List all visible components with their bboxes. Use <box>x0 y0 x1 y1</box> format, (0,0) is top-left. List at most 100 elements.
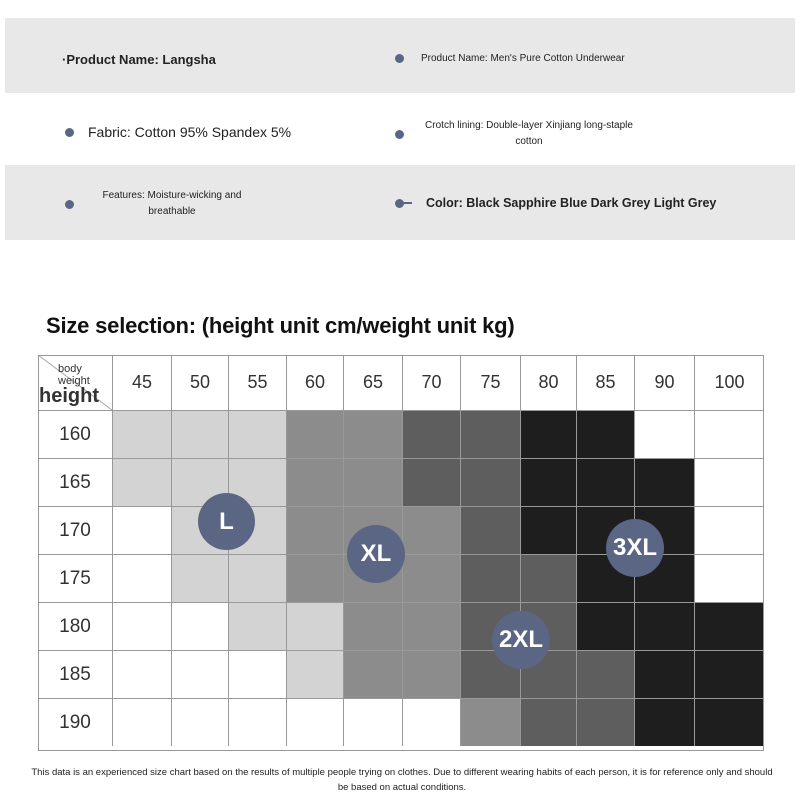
size-chart-title: Size selection: (height unit cm/weight u… <box>46 313 515 338</box>
weight-header-45: 45 <box>112 355 171 410</box>
size-cell-185-90 <box>634 650 694 698</box>
x-axis-label: body weight <box>58 363 90 387</box>
height-header-165: 165 <box>38 458 112 506</box>
height-header-160: 160 <box>38 410 112 458</box>
size-cell-185-85 <box>576 650 634 698</box>
chart-corner: body weight height <box>38 355 112 410</box>
size-cell-190-100 <box>694 698 764 746</box>
spec-color-text: Color: Black Sapphire Blue Dark Grey Lig… <box>426 196 717 210</box>
spec-crotch-lining-text: Crotch lining: Double-layer Xinjiang lon… <box>425 120 633 147</box>
size-cell-190-85 <box>576 698 634 746</box>
weight-header-70: 70 <box>402 355 460 410</box>
size-cell-170-45 <box>112 506 171 554</box>
size-cell-160-75 <box>460 410 520 458</box>
y-axis-label: height <box>39 385 99 407</box>
size-cell-160-65 <box>343 410 402 458</box>
spec-product-name-full: Product Name: Men's Pure Cotton Underwea… <box>395 53 625 64</box>
weight-header-50: 50 <box>171 355 228 410</box>
size-cell-180-65 <box>343 602 402 650</box>
bullet-icon <box>65 127 74 137</box>
size-cell-170-70 <box>402 506 460 554</box>
size-cell-190-90 <box>634 698 694 746</box>
height-header-170: 170 <box>38 506 112 554</box>
weight-header-75: 75 <box>460 355 520 410</box>
diagonal-line-icon <box>38 355 112 410</box>
size-cell-170-100 <box>694 506 764 554</box>
size-cell-170-60 <box>286 506 343 554</box>
size-cell-190-60 <box>286 698 343 746</box>
size-cell-165-60 <box>286 458 343 506</box>
height-header-190: 190 <box>38 698 112 746</box>
size-cell-160-50 <box>171 410 228 458</box>
bullet-icon <box>65 199 74 209</box>
bullet-icon <box>395 54 404 63</box>
size-cell-185-65 <box>343 650 402 698</box>
size-badge-xl: XL <box>347 525 405 583</box>
spec-features-text: Features: Moisture-wicking and breathabl… <box>102 190 242 217</box>
spec-product-name-full-text: Product Name: Men's Pure Cotton Underwea… <box>421 53 625 64</box>
size-cell-165-100 <box>694 458 764 506</box>
size-cell-165-90 <box>634 458 694 506</box>
size-cell-190-50 <box>171 698 228 746</box>
spec-fabric-text: Fabric: Cotton 95% Spandex 5% <box>88 124 292 140</box>
size-cell-175-45 <box>112 554 171 602</box>
size-badge-l: L <box>198 493 255 550</box>
size-cell-190-75 <box>460 698 520 746</box>
weight-header-90: 90 <box>634 355 694 410</box>
size-cell-185-100 <box>694 650 764 698</box>
size-cell-175-75 <box>460 554 520 602</box>
size-cell-175-70 <box>402 554 460 602</box>
weight-header-55: 55 <box>228 355 286 410</box>
bullet-icon <box>395 198 404 208</box>
size-cell-180-45 <box>112 602 171 650</box>
size-cell-190-65 <box>343 698 402 746</box>
size-cell-175-100 <box>694 554 764 602</box>
size-cell-190-55 <box>228 698 286 746</box>
size-cell-180-70 <box>402 602 460 650</box>
size-cell-190-80 <box>520 698 576 746</box>
size-cell-165-65 <box>343 458 402 506</box>
height-header-180: 180 <box>38 602 112 650</box>
spec-crotch-lining: Crotch lining: Double-layer Xinjiang lon… <box>395 118 634 150</box>
weight-header-60: 60 <box>286 355 343 410</box>
size-cell-160-70 <box>402 410 460 458</box>
footnote: This data is an experienced size chart b… <box>31 767 773 793</box>
size-cell-160-55 <box>228 410 286 458</box>
weight-header-80: 80 <box>520 355 576 410</box>
size-cell-175-55 <box>228 554 286 602</box>
size-cell-180-90 <box>634 602 694 650</box>
size-cell-175-50 <box>171 554 228 602</box>
size-cell-180-85 <box>576 602 634 650</box>
spec-color: Color: Black Sapphire Blue Dark Grey Lig… <box>395 196 716 210</box>
size-cell-185-55 <box>228 650 286 698</box>
size-cell-165-70 <box>402 458 460 506</box>
spec-fabric: Fabric: Cotton 95% Spandex 5% <box>65 124 291 140</box>
spec-product-name: ·Product Name: Langsha <box>62 52 216 67</box>
height-header-185: 185 <box>38 650 112 698</box>
spec-product-name-text: ·Product Name: Langsha <box>62 52 216 67</box>
height-header-175: 175 <box>38 554 112 602</box>
size-cell-190-70 <box>402 698 460 746</box>
size-cell-165-85 <box>576 458 634 506</box>
size-cell-185-60 <box>286 650 343 698</box>
weight-header-65: 65 <box>343 355 402 410</box>
weight-header-100: 100 <box>694 355 764 410</box>
size-cell-160-60 <box>286 410 343 458</box>
size-cell-185-50 <box>171 650 228 698</box>
size-cell-160-90 <box>634 410 694 458</box>
size-cell-165-80 <box>520 458 576 506</box>
size-badge-3xl: 3XL <box>606 519 664 577</box>
size-cell-180-100 <box>694 602 764 650</box>
size-cell-165-75 <box>460 458 520 506</box>
size-cell-160-85 <box>576 410 634 458</box>
size-cell-190-45 <box>112 698 171 746</box>
size-cell-180-60 <box>286 602 343 650</box>
size-cell-175-60 <box>286 554 343 602</box>
weight-header-85: 85 <box>576 355 634 410</box>
size-cell-185-70 <box>402 650 460 698</box>
dash-icon <box>400 202 412 204</box>
size-cell-180-50 <box>171 602 228 650</box>
size-cell-170-80 <box>520 506 576 554</box>
size-badge-2xl: 2XL <box>492 611 550 669</box>
size-cell-165-45 <box>112 458 171 506</box>
